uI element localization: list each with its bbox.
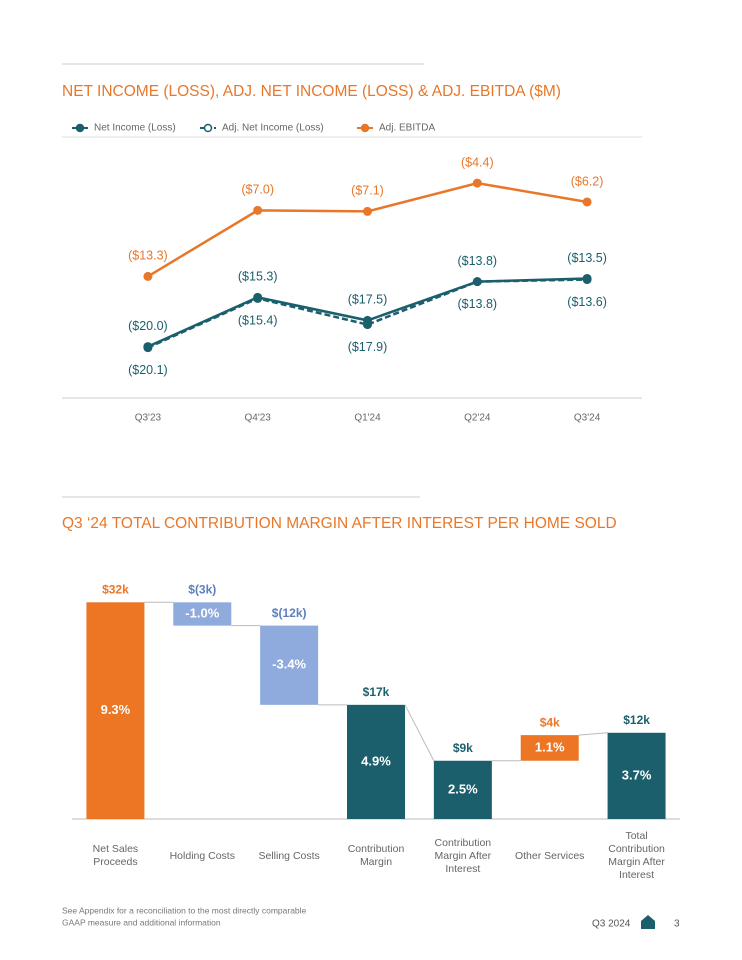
bar-value-label: -1.0% (185, 605, 219, 620)
period: Q3 2024 (592, 919, 631, 930)
bar-value-label: 1.1% (535, 739, 565, 754)
legend-marker (75, 123, 85, 133)
x-tick-label: Contribution Margin (347, 843, 405, 868)
series-line (147, 277, 588, 348)
legend-marker (360, 123, 370, 133)
point (143, 271, 153, 281)
data-label: ($13.8) (457, 254, 497, 268)
point (472, 277, 482, 287)
data-label: ($6.2) (571, 174, 604, 188)
chart-title: NET INCOME (LOSS), ADJ. NET INCOME (LOSS… (62, 83, 561, 100)
amount-label: $(3k) (188, 582, 216, 596)
x-tick-label: Q3'24 (574, 413, 601, 424)
bar (520, 735, 579, 761)
bar (347, 704, 405, 819)
data-label: ($15.4) (238, 314, 278, 328)
footnote: GAAP measure and additional information (62, 917, 221, 927)
point (363, 320, 372, 330)
bar (260, 625, 319, 705)
x-tick-label: Net Sales Proceeds (92, 843, 139, 868)
point (253, 293, 263, 303)
x-tick-label: Q4'23 (245, 413, 272, 424)
data-label: ($13.8) (457, 297, 497, 311)
x-tick-label: Q1'24 (354, 413, 381, 424)
data-label: ($17.9) (348, 340, 388, 354)
data-label: ($13.6) (567, 295, 607, 309)
data-label: ($20.1) (128, 363, 168, 377)
point (253, 205, 263, 215)
data-label: ($7.0) (241, 183, 274, 197)
data-label: ($15.3) (238, 270, 278, 284)
bar (86, 602, 145, 819)
amount-label: $4k (540, 715, 560, 729)
x-tick-label: Holding Costs (169, 849, 235, 862)
chart-title: Q3 ‘24 TOTAL CONTRIBUTION MARGIN AFTER I… (62, 515, 617, 532)
data-label: ($4.4) (461, 155, 494, 169)
connector (578, 732, 608, 736)
amount-label: $12k (623, 713, 650, 727)
legend-marker (203, 123, 213, 133)
point (363, 206, 372, 216)
amount-label: $32k (102, 582, 129, 596)
data-label: ($7.1) (351, 184, 384, 198)
logo (641, 915, 655, 929)
data-label: ($13.5) (567, 251, 607, 265)
x-tick-label: Other Services (514, 849, 585, 862)
bar-value-label: 2.5% (448, 781, 478, 796)
amount-label: $(12k) (272, 606, 307, 620)
amount-label: $17k (363, 685, 390, 699)
data-label: ($17.5) (348, 293, 388, 307)
point (582, 197, 592, 207)
legend-label: Adj. EBITDA (379, 123, 435, 134)
x-tick-label: Selling Costs (258, 849, 320, 862)
connector (404, 704, 435, 761)
bar-value-label: 9.3% (101, 702, 131, 717)
bar (607, 732, 666, 819)
page-number: 3 (674, 919, 680, 930)
legend-label: Adj. Net Income (Loss) (222, 123, 324, 134)
series-line (147, 278, 588, 349)
point (472, 178, 482, 188)
bar-value-label: 4.9% (361, 753, 391, 768)
bar (173, 602, 232, 626)
x-tick-label: Q2'24 (464, 413, 491, 424)
footnote: See Appendix for a reconciliation to the… (62, 905, 307, 915)
data-label: ($13.3) (128, 249, 168, 263)
amount-label: $9k (453, 741, 473, 755)
x-tick-label: Contribution Margin After Interest (434, 836, 492, 875)
legend-label: Net Income (Loss) (94, 123, 176, 134)
x-tick-label: Q3'23 (135, 413, 162, 424)
point (143, 343, 153, 353)
x-tick-label: Total Contribution Margin After Interest (608, 830, 665, 881)
bar-value-label: -3.4% (272, 657, 306, 672)
bar (433, 760, 492, 819)
data-label: ($20.0) (128, 319, 168, 333)
bar-value-label: 3.7% (622, 767, 652, 782)
point (582, 275, 592, 285)
